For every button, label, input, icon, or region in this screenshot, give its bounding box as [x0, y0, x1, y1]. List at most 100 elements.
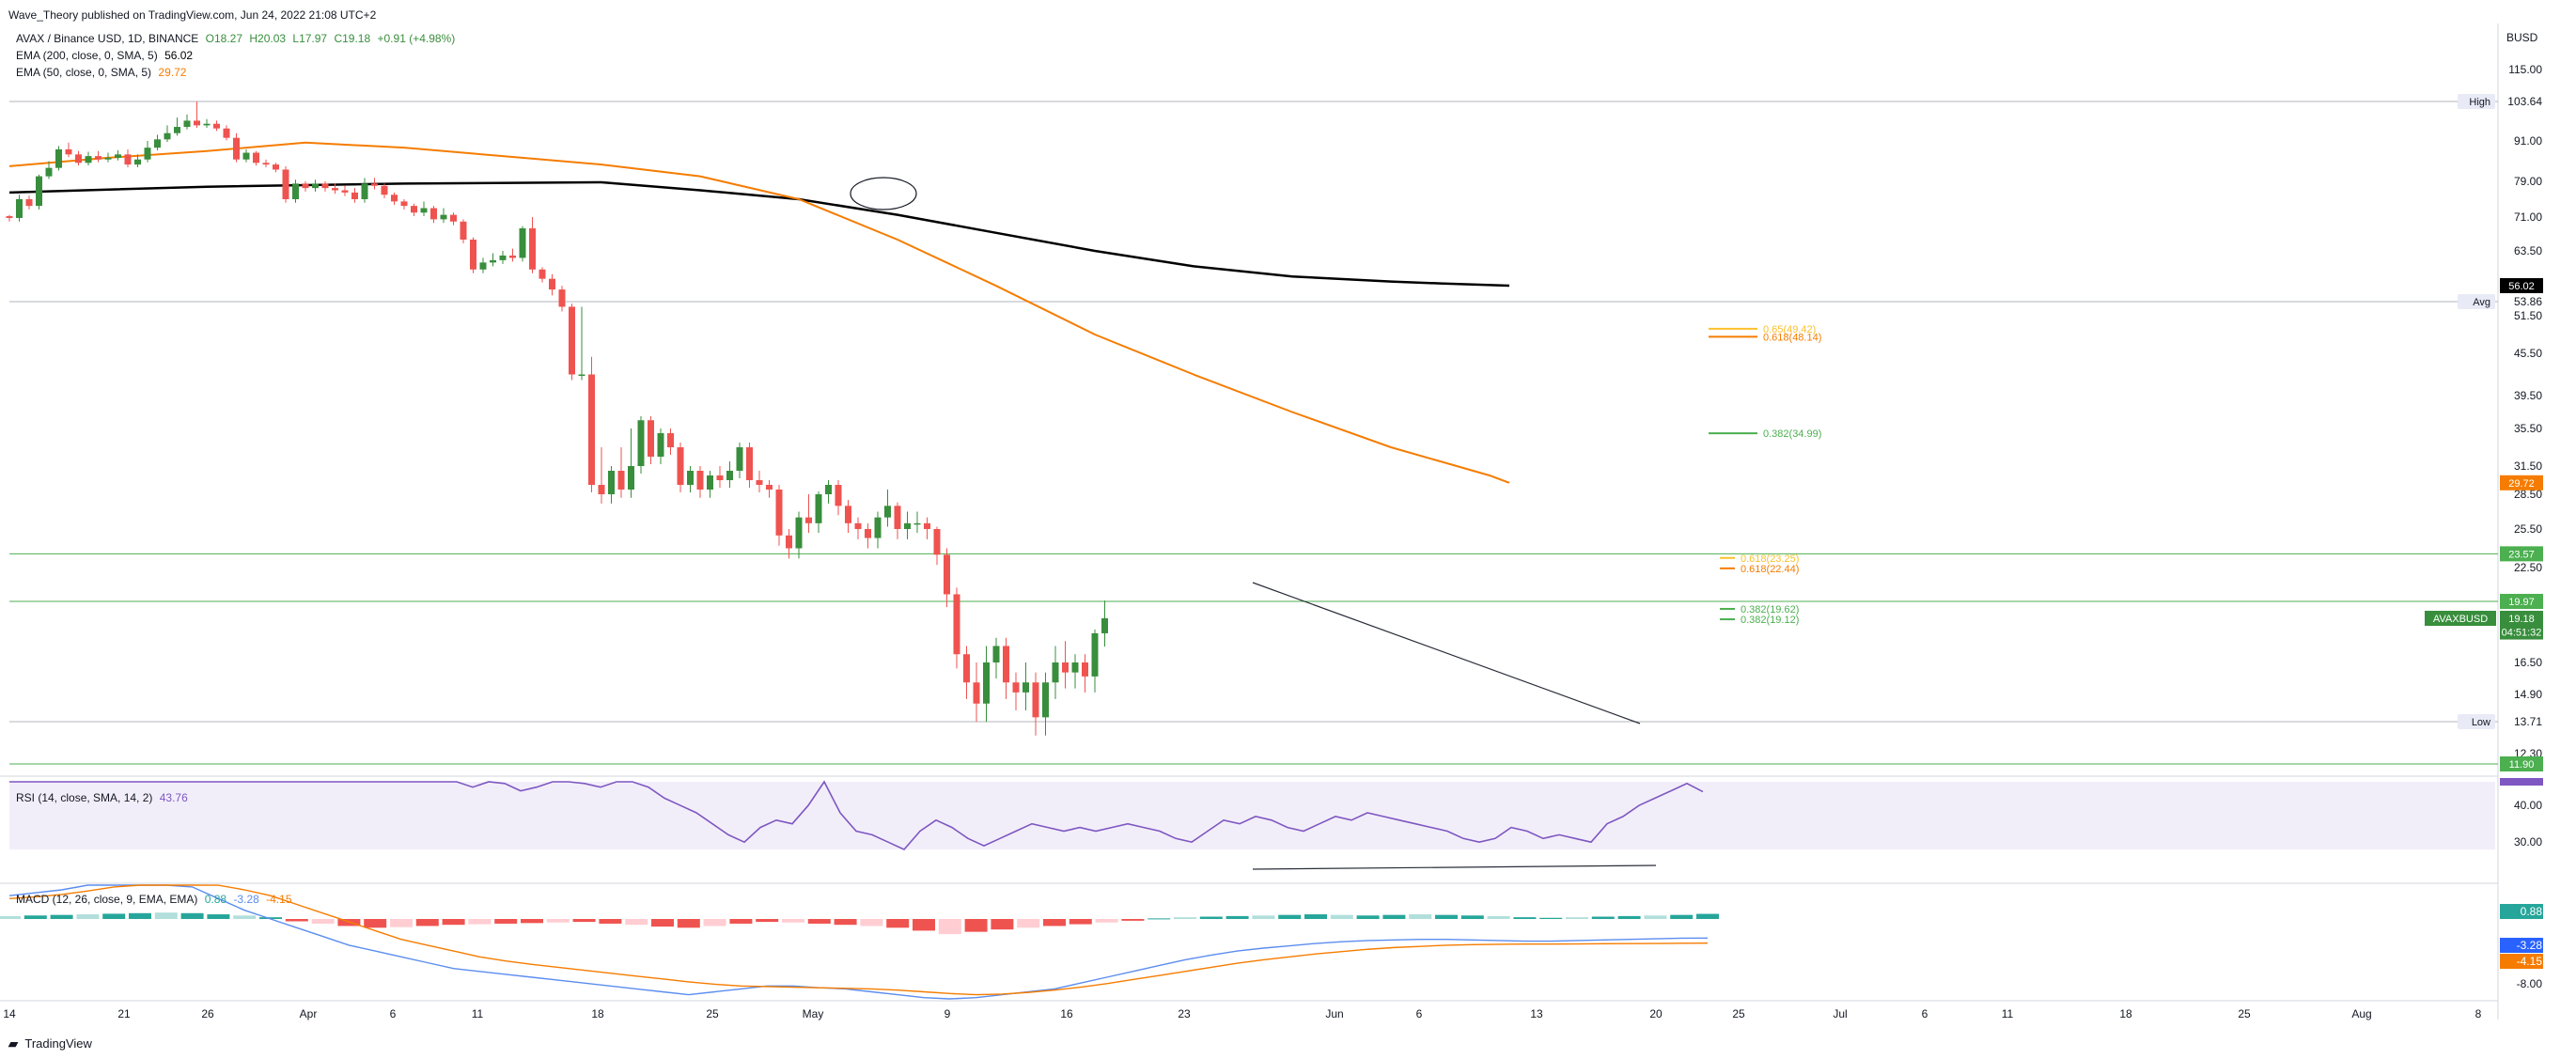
candle-body-40 — [400, 201, 408, 207]
candle-body-95 — [944, 554, 950, 595]
macd-bar-48 — [1252, 915, 1275, 919]
price-tag-0: 56.02 — [2508, 281, 2535, 292]
price-tag-6: 11.90 — [2509, 759, 2535, 771]
y-tick-5: 63.50 — [2514, 244, 2542, 257]
price-tag-5: 04:51:32 — [2502, 628, 2542, 639]
candle-body-69 — [687, 471, 694, 485]
rsi-legend[interactable]: RSI (14, close, SMA, 14, 2) 43.76 — [16, 791, 192, 804]
macd-bar-52 — [1356, 915, 1380, 919]
x-tick-18: 6 — [1922, 1007, 1928, 1020]
candle-body-93 — [924, 522, 930, 529]
x-tick-13: 6 — [1416, 1007, 1423, 1020]
candle-body-25 — [253, 152, 259, 164]
candle-body-75 — [746, 447, 753, 480]
macd-tick-1: -3.28 — [2517, 939, 2543, 952]
candle-body-26 — [262, 163, 270, 165]
footer-text: TradingView — [24, 1036, 92, 1051]
level-tag-bg-0 — [2458, 294, 2495, 309]
y-tick-7: 53.86 — [2514, 295, 2542, 308]
macd-bar-12 — [311, 919, 335, 924]
candle-body-73 — [726, 471, 733, 480]
ema50-legend[interactable]: EMA (50, close, 0, SMA, 5) 29.72 — [16, 66, 190, 79]
ema200-legend[interactable]: EMA (200, close, 0, SMA, 5) 56.02 — [16, 49, 196, 62]
symbol-legend[interactable]: AVAX / Binance USD, 1D, BINANCE O18.27 H… — [16, 32, 459, 45]
candle-body-109 — [1082, 662, 1088, 677]
macd-tick-2: -4.15 — [2517, 955, 2543, 968]
macd-bar-29 — [756, 919, 779, 923]
candle-body-13 — [134, 159, 141, 165]
level-tag-bg-2 — [2458, 714, 2495, 729]
y-tick-20: 16.50 — [2514, 656, 2542, 669]
candle-body-84 — [835, 485, 842, 506]
candle-body-60 — [598, 485, 605, 494]
fib-label-2: 0.382(34.99) — [1763, 428, 1821, 440]
macd-bar-10 — [259, 917, 282, 919]
macd-bar-2 — [50, 914, 73, 919]
candle-body-19 — [194, 120, 200, 126]
price-tag-bg-1 — [2500, 475, 2543, 491]
candle-body-76 — [756, 480, 763, 485]
candle-body-65 — [648, 420, 654, 457]
candle-body-8 — [85, 156, 92, 164]
x-tick-1: 21 — [117, 1007, 131, 1020]
y-tick-0: 115.00 — [2508, 63, 2542, 76]
x-tick-7: 25 — [706, 1007, 719, 1020]
fib-label-0: 0.65(49.42) — [1763, 324, 1816, 335]
candle-body-7 — [75, 154, 82, 164]
y-tick-11: 35.50 — [2514, 422, 2542, 435]
candle-body-11 — [115, 154, 121, 158]
candle-body-94 — [933, 529, 941, 555]
tradingview-logo-icon: ▰ — [8, 1036, 18, 1051]
macd-bar-6 — [154, 912, 178, 919]
candle-body-10 — [104, 157, 112, 160]
macd-bar-32 — [834, 919, 857, 926]
candle-body-74 — [736, 447, 743, 471]
price-tag-1: 29.72 — [2508, 478, 2535, 490]
macd-bar-7 — [180, 912, 204, 919]
candle-body-15 — [154, 139, 161, 148]
price-tag-bg-3 — [2500, 594, 2543, 609]
fib-label-6: 0.382(19.12) — [1741, 615, 1799, 626]
macd-bar-3 — [76, 914, 100, 919]
open-value: O18.27 — [205, 32, 243, 45]
crossover-circle-annotation — [850, 177, 917, 210]
y-tick-2: 91.00 — [2514, 134, 2542, 148]
candle-body-18 — [183, 120, 191, 128]
y-tick-15: 25.50 — [2514, 522, 2542, 536]
candle-body-55 — [549, 278, 555, 290]
macd-bar-8 — [207, 914, 230, 919]
macd-bar-31 — [807, 919, 831, 924]
candle-body-24 — [242, 152, 250, 160]
candle-body-90 — [894, 506, 901, 529]
x-tick-19: 11 — [2002, 1007, 2014, 1020]
candle-body-91 — [904, 522, 911, 529]
candle-body-89 — [884, 506, 891, 518]
fib-label-4: 0.618(22.44) — [1741, 564, 1799, 575]
candle-body-111 — [1101, 618, 1108, 633]
macd-bar-27 — [703, 919, 726, 927]
macd-bar-61 — [1591, 916, 1615, 919]
macd-tag-bg-1 — [2500, 938, 2543, 953]
fib-label-1: 0.618(48.14) — [1763, 332, 1821, 343]
x-tick-5: 11 — [472, 1007, 484, 1020]
candle-body-6 — [65, 148, 72, 155]
y-tick-14: 28.50 — [2514, 488, 2542, 501]
candle-body-61 — [608, 471, 615, 494]
candle-body-80 — [795, 517, 803, 549]
macd-bar-55 — [1435, 914, 1458, 919]
candle-body-82 — [815, 494, 822, 523]
candle-body-51 — [509, 255, 516, 258]
macd-legend[interactable]: MACD (12, 26, close, 9, EMA, EMA) 0.88 -… — [16, 893, 296, 906]
x-tick-11: 23 — [1178, 1007, 1191, 1020]
candle-body-72 — [716, 475, 724, 480]
footer-logo[interactable]: ▰ TradingView — [8, 1036, 96, 1051]
macd-bar-11 — [285, 919, 308, 922]
candle-body-86 — [854, 522, 862, 529]
price-tag-3: 19.97 — [2508, 597, 2535, 608]
candle-body-21 — [213, 123, 220, 129]
y-tick-4: 71.00 — [2514, 210, 2542, 224]
symbol-tag-bg — [2425, 611, 2496, 626]
x-tick-20: 18 — [2119, 1007, 2132, 1020]
macd-bar-60 — [1566, 917, 1588, 919]
macd-bar-63 — [1644, 915, 1667, 919]
